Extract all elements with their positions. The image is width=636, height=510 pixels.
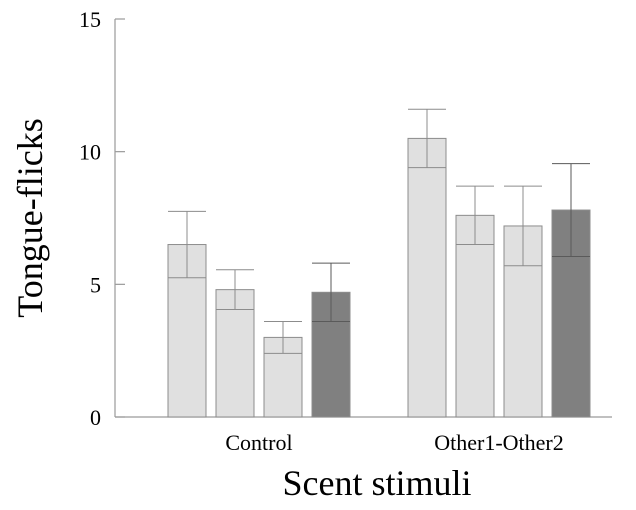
y-tick-label: 5 bbox=[90, 272, 101, 297]
y-tick-label: 10 bbox=[79, 140, 101, 165]
bar bbox=[455, 214, 495, 418]
y-tick-label: 0 bbox=[90, 405, 101, 430]
x-category-label: Control bbox=[225, 430, 292, 455]
x-category-labels: Control Other1-Other2 bbox=[225, 430, 563, 455]
bar bbox=[407, 137, 447, 418]
bar bbox=[215, 289, 255, 418]
y-tick-label: 15 bbox=[79, 7, 101, 32]
y-axis-title: Tongue-flicks bbox=[10, 118, 50, 317]
x-category-label: Other1-Other2 bbox=[434, 430, 564, 455]
bars bbox=[167, 137, 591, 418]
x-axis-title: Scent stimuli bbox=[283, 463, 472, 503]
error-bars bbox=[168, 108, 590, 354]
y-ticks: 0 5 10 15 bbox=[79, 7, 125, 430]
